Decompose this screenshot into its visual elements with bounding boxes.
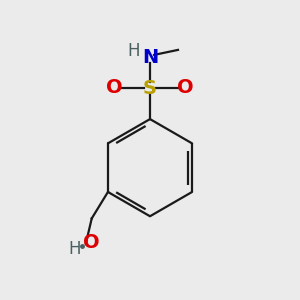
Text: O: O <box>106 78 123 97</box>
Text: N: N <box>142 48 158 67</box>
Text: H: H <box>68 240 81 258</box>
Text: O: O <box>177 78 194 97</box>
Text: O: O <box>83 232 100 251</box>
Text: H: H <box>128 42 140 60</box>
Text: S: S <box>143 79 157 98</box>
